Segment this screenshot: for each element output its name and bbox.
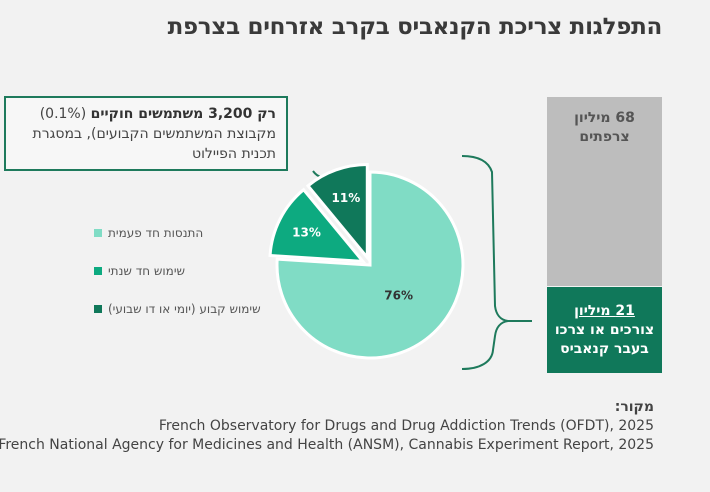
pie-label-one-time: 76% [384,289,413,303]
chart-title: התפלגות צריכת הקנאביס בקרב אזרחים בצרפת [167,14,663,40]
legend-item-regular: שימוש קבוע (יומי או דו שבועי) [94,300,264,318]
legend-label: שימוש קבוע (יומי או דו שבועי) [108,302,261,316]
legend-swatch [94,305,102,313]
legend: התנסות חד פעמית שימוש חד שנתי שימוש קבוע… [94,224,264,338]
callout-bold-text: רק 3,200 משתמשים חוקיים [90,106,276,122]
source-block: מקור: French Observatory for Drugs and D… [0,398,654,455]
legend-swatch [94,267,102,275]
pie-labels: 76% 13% 11% [292,191,413,303]
population-bar: 68 מיליון צרפתים [547,97,662,286]
pie-label-regular: 11% [332,191,361,205]
users-label-2: בעבר קנאביס [560,341,649,357]
pie-slice-regular [305,162,369,262]
bracket [461,155,532,370]
legend-swatch [94,229,102,237]
pie-slice-one-time [275,170,465,360]
pilot-callout-box: רק 3,200 משתמשים חוקיים (0.1%) מקבוצת המ… [4,96,288,171]
users-label-1: צורכים או צרכו [554,322,655,338]
population-count: 68 מיליון [574,110,635,126]
users-count: 21 מיליון [574,303,635,319]
population-label: צרפתים [579,129,630,145]
pie-slice-yearly [268,187,367,264]
legend-label: שימוש חד שנתי [108,264,186,278]
source-line-2: French National Agency for Medicines and… [0,437,654,453]
callout-text: (0.1%) מקבוצת המשתמשים הקבועים), במסגרת … [32,106,276,162]
pie-slices [268,162,465,360]
source-label: מקור: [614,399,654,415]
users-bar: 21 מיליון צורכים או צרכו בעבר קנאביס [547,287,662,373]
pie-label-yearly: 13% [292,226,321,240]
legend-item-one-time: התנסות חד פעמית [94,224,264,242]
legend-item-yearly: שימוש חד שנתי [94,262,264,280]
legend-label: התנסות חד פעמית [108,226,204,240]
source-line-1: French Observatory for Drugs and Drug Ad… [158,418,654,434]
